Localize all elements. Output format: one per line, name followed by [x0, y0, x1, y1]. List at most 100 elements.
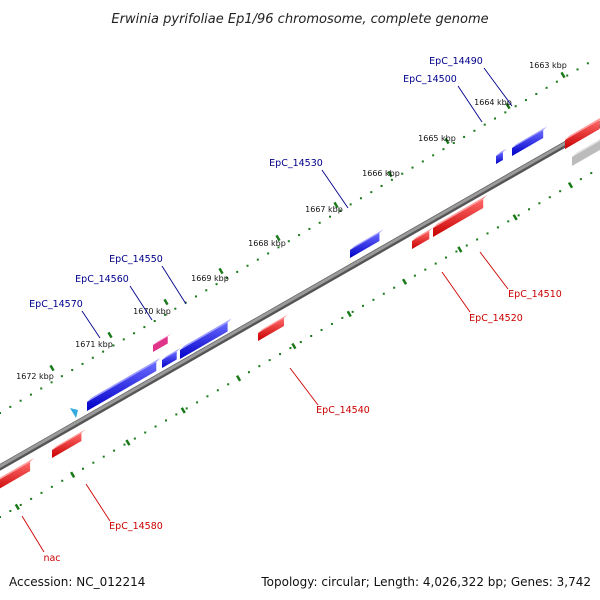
track-dot [538, 202, 541, 205]
ruler-dot [225, 277, 228, 280]
gene-reverse-epc-14580 [52, 429, 86, 458]
ruler-major-tick [218, 267, 224, 275]
label-epc-14520: EpC_14520 [469, 313, 523, 324]
ruler-dot [60, 375, 63, 378]
track-dot [299, 341, 302, 344]
ruler-dot [514, 105, 517, 108]
track-dot [227, 383, 230, 386]
track-dot [81, 467, 84, 470]
ruler-dot [545, 86, 548, 89]
ruler-dot [555, 80, 558, 83]
ruler-major-tick [333, 201, 339, 209]
ruler-dot [267, 252, 270, 255]
ruler-dot [287, 240, 290, 243]
ruler-dot [349, 203, 352, 206]
ruler-dot [112, 344, 115, 347]
label-epc-14500-leader [457, 85, 483, 123]
ruler-dot [463, 135, 466, 138]
ruler-dot [494, 117, 497, 120]
gene-forward-epc-14570 [87, 357, 161, 411]
track-major-tick [512, 214, 518, 221]
track-dot [341, 316, 344, 319]
track-dot [247, 371, 250, 374]
gene-forward-epc-14560 [162, 347, 181, 368]
ruler-major-tick [49, 364, 55, 372]
ruler-major-tick [505, 102, 511, 110]
ruler-dot [298, 234, 301, 237]
ruler-dot [504, 111, 507, 114]
label-epc-14500: EpC_14500 [403, 74, 457, 85]
track-dot [154, 425, 157, 428]
track-dot [528, 208, 531, 211]
track-dot [351, 310, 354, 313]
gene-reverse-edge [565, 118, 600, 149]
ruler-dot [359, 197, 362, 200]
track-dot [393, 286, 396, 289]
track-dot [30, 497, 33, 500]
track-dot [507, 220, 510, 223]
ruler-label: 1670 kbp [133, 307, 171, 316]
gene-grey [572, 139, 600, 166]
track-dot [164, 419, 167, 422]
track-dot [289, 347, 292, 350]
map-title: Erwinia pyrifoliae Ep1/96 chromosome, co… [111, 12, 488, 27]
ruler-major-tick [107, 331, 113, 339]
track-dot [517, 214, 520, 217]
ruler-dot [308, 227, 311, 230]
track-dot [372, 298, 375, 301]
ruler-dot [40, 387, 43, 390]
ruler-dot [174, 307, 177, 310]
ruler-label: 1664 kbp [474, 98, 512, 107]
track-major-tick [457, 246, 463, 253]
track-dot [50, 485, 53, 488]
label-epc-14540-leader [289, 367, 319, 406]
ruler-dot [401, 172, 404, 175]
track-major-tick [291, 342, 297, 350]
track-major-tick [235, 375, 242, 382]
ruler-dot [133, 332, 136, 335]
track-major-tick [180, 407, 186, 414]
track-dot [310, 334, 313, 337]
ruler-dot [380, 184, 383, 187]
label-epc-14570-leader [81, 310, 101, 339]
track-dot [40, 491, 43, 494]
ruler-dot [370, 191, 373, 194]
label-epc-14580: EpC_14580 [109, 521, 163, 532]
gene-forward-epc-14500 [496, 148, 507, 164]
ruler-dot [81, 362, 84, 365]
track-dot [61, 479, 64, 482]
label-epc-14530: EpC_14530 [269, 158, 323, 169]
label-epc-14560: EpC_14560 [75, 274, 129, 285]
ruler-dot [19, 399, 22, 402]
ruler-dot [576, 68, 579, 71]
track-dot [320, 328, 323, 331]
ruler-dot [411, 166, 414, 169]
track-dot [258, 365, 261, 368]
track-dot [559, 190, 562, 193]
track-dot [175, 413, 178, 416]
ruler-dot [421, 160, 424, 163]
track-dot [465, 244, 468, 247]
track-major-tick [567, 181, 574, 189]
gene-reverse-epc-14510 [433, 194, 488, 237]
track-dot [362, 304, 365, 307]
track-dot [434, 262, 437, 265]
ruler-label: 1672 kbp [16, 372, 54, 381]
ruler-labels: 1663 kbp 1664 kbp 1665 kbp 1666 kbp 1667 kbp… [16, 61, 567, 381]
track-dot [9, 509, 12, 512]
track-dot [382, 292, 385, 295]
track-major-tick [346, 310, 352, 318]
ruler-label: 1666 kbp [362, 169, 400, 178]
track-dot [185, 407, 188, 410]
label-epc-14490: EpC_14490 [429, 56, 483, 67]
track-major-tick [14, 503, 20, 511]
ruler-dot [432, 154, 435, 157]
gene-reverse-epc-14520 [412, 227, 434, 249]
ruler-dot [277, 246, 280, 249]
ruler-dot [50, 381, 53, 384]
ruler-label: 1671 kbp [75, 340, 113, 349]
ruler-dot [256, 258, 259, 261]
ruler-dot [91, 356, 94, 359]
gene-forward-epc-14550 [180, 318, 232, 359]
label-epc-14530-leader [321, 169, 349, 209]
